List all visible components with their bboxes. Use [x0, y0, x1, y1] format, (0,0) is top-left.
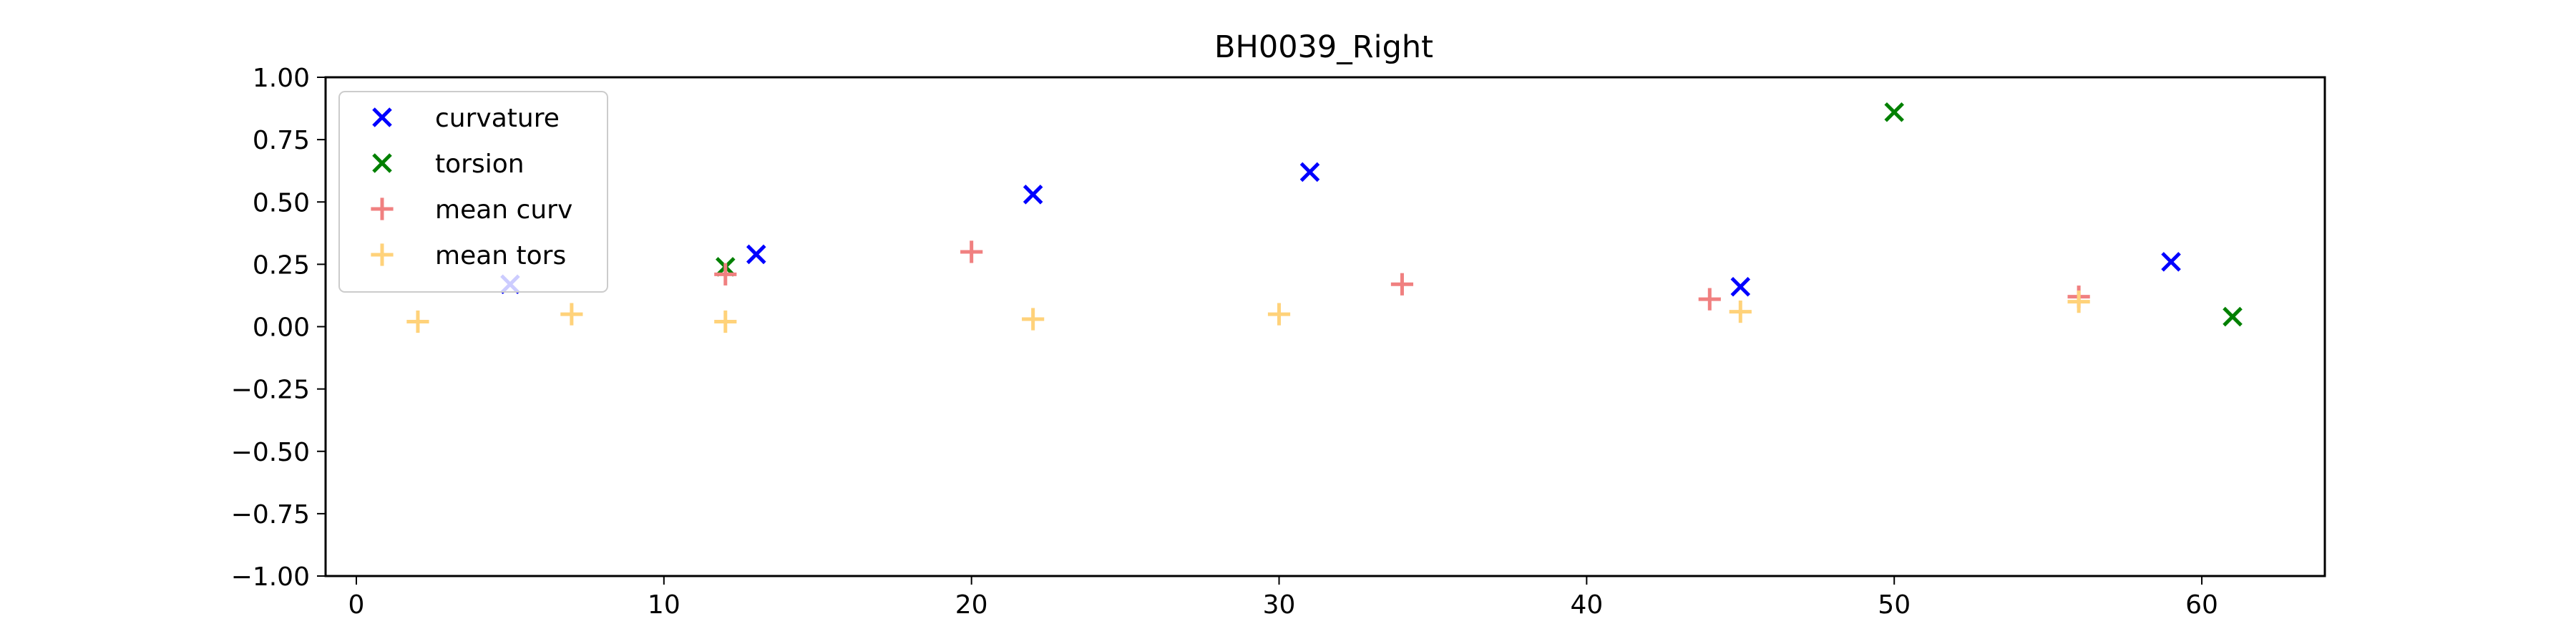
- curvature-point: [1299, 162, 1320, 182]
- y-tick-label: −1.00: [231, 562, 310, 592]
- x-tick-label: 30: [1263, 590, 1296, 620]
- curvature-point: [2161, 252, 2181, 272]
- mean-curv-point: [714, 263, 737, 286]
- torsion-point: [2223, 306, 2243, 327]
- y-tick-label: 1.00: [253, 64, 310, 93]
- mean-tors-point: [1267, 303, 1291, 326]
- mean-tors-point: [714, 310, 737, 333]
- x-tick-label: 10: [648, 590, 680, 620]
- legend-label: mean curv: [435, 195, 572, 225]
- curvature-point: [746, 244, 766, 265]
- y-tick-label: 0.75: [253, 126, 310, 155]
- x-tick-label: 50: [1878, 590, 1911, 620]
- x-tick-label: 60: [2185, 590, 2218, 620]
- mean-curv-point: [1698, 288, 1721, 311]
- x-tick-label: 0: [348, 590, 365, 620]
- mean-tors-point: [1729, 300, 1752, 323]
- legend-marker: [372, 107, 392, 127]
- mean-curv-point: [960, 240, 983, 263]
- chart-title: BH0039_Right: [1214, 29, 1433, 65]
- axes: 0 10 20 30 40 50 60 −1.00 −0.75 −0.50 −0.25 0.00 0.2…: [231, 64, 2218, 620]
- x-tick-label: 20: [955, 590, 988, 620]
- legend-marker: [371, 197, 394, 220]
- curvature-point: [1730, 276, 1751, 297]
- legend-box: [338, 91, 608, 293]
- y-tick-label: −0.25: [231, 376, 310, 405]
- curvature-point: [1023, 185, 1043, 205]
- mean-tors-point: [406, 310, 429, 333]
- mean-tors-point: [1022, 308, 1045, 331]
- torsion-point: [1884, 102, 1904, 122]
- y-tick-label: 0.25: [253, 250, 310, 280]
- mean-tors-point: [560, 303, 583, 326]
- legend-label: mean tors: [435, 241, 566, 270]
- legend-label: torsion: [435, 150, 525, 179]
- legend-marker: [371, 243, 394, 266]
- y-tick-label: 0.00: [253, 313, 310, 343]
- legend-marker: [372, 153, 392, 173]
- legend-label: curvature: [435, 104, 560, 133]
- y-tick-label: 0.50: [253, 188, 310, 218]
- mean-curv-point: [1390, 273, 1414, 296]
- plot-frame: [324, 76, 2326, 577]
- mean-tors-point: [2067, 291, 2090, 313]
- data-points: [406, 102, 2243, 333]
- y-tick-label: −0.75: [231, 500, 310, 530]
- x-tick-label: 40: [1570, 590, 1603, 620]
- y-tick-label: −0.50: [231, 438, 310, 467]
- legend: curvature torsion mean curv mean tors: [338, 91, 608, 293]
